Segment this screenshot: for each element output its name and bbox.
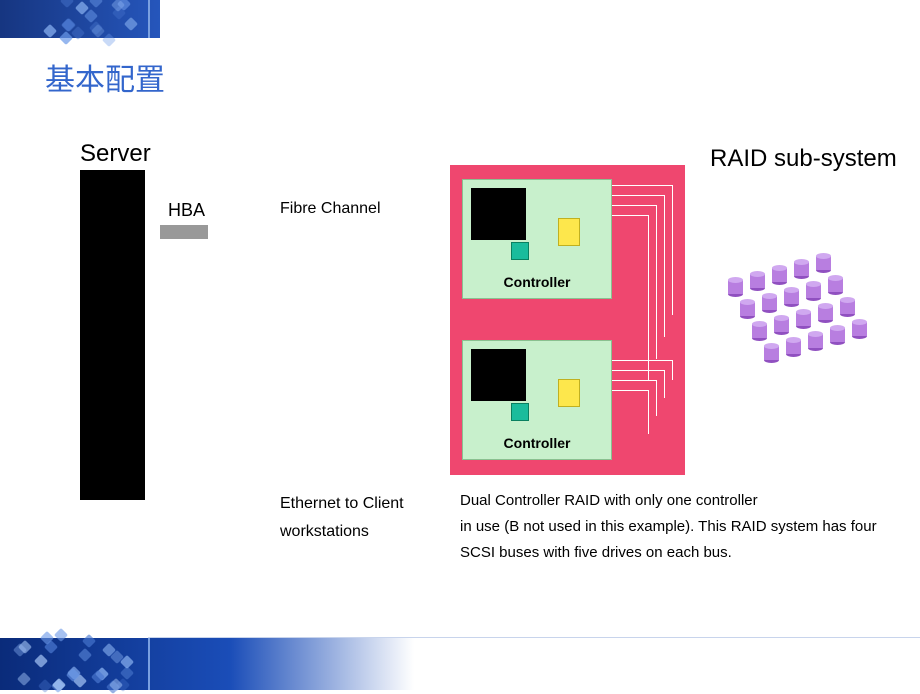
controller-chip-icon xyxy=(471,188,526,240)
controller-b-label: Controller xyxy=(463,435,611,451)
disk-icon xyxy=(774,315,789,335)
disk-icon xyxy=(808,331,823,351)
raid-label: RAID sub-system xyxy=(710,145,897,173)
decoration-vline-bottom xyxy=(148,638,150,690)
disk-icon xyxy=(772,265,787,285)
controller-a-label: Controller xyxy=(463,274,611,290)
server-box xyxy=(80,170,145,500)
disk-icon xyxy=(786,337,801,357)
disk-icon xyxy=(728,277,743,297)
description-text: Dual Controller RAID with only one contr… xyxy=(460,488,890,566)
disk-icon xyxy=(764,343,779,363)
disk-icon xyxy=(840,297,855,317)
page-title: 基本配置 xyxy=(45,55,165,99)
disk-icon xyxy=(830,325,845,345)
decoration-bottom xyxy=(0,638,920,690)
disk-icon xyxy=(784,287,799,307)
disk-icon xyxy=(852,319,867,339)
controller-port-icon xyxy=(511,403,529,421)
disk-icon xyxy=(796,309,811,329)
disk-icon xyxy=(828,275,843,295)
fibre-channel-label: Fibre Channel xyxy=(280,200,381,218)
hba-box xyxy=(160,225,208,239)
controller-cache-icon xyxy=(558,218,580,246)
disk-icon xyxy=(752,321,767,341)
disk-icon xyxy=(806,281,821,301)
disk-icon xyxy=(794,259,809,279)
decoration-hline-bottom xyxy=(148,637,920,638)
disk-icon xyxy=(762,293,777,313)
controller-b: Controller xyxy=(462,340,612,460)
disk-array xyxy=(728,252,888,342)
controller-a: Controller xyxy=(462,179,612,299)
ethernet-label: Ethernet to Clientworkstations xyxy=(280,490,404,546)
disk-icon xyxy=(740,299,755,319)
controller-chip-icon xyxy=(471,349,526,401)
disk-icon xyxy=(818,303,833,323)
decoration-vline-top xyxy=(148,0,150,38)
disk-icon xyxy=(816,253,831,273)
hba-label: HBA xyxy=(168,200,205,221)
raid-enclosure: Controller Controller xyxy=(450,165,685,475)
controller-cache-icon xyxy=(558,379,580,407)
disk-icon xyxy=(750,271,765,291)
server-label: Server xyxy=(80,140,151,168)
controller-port-icon xyxy=(511,242,529,260)
